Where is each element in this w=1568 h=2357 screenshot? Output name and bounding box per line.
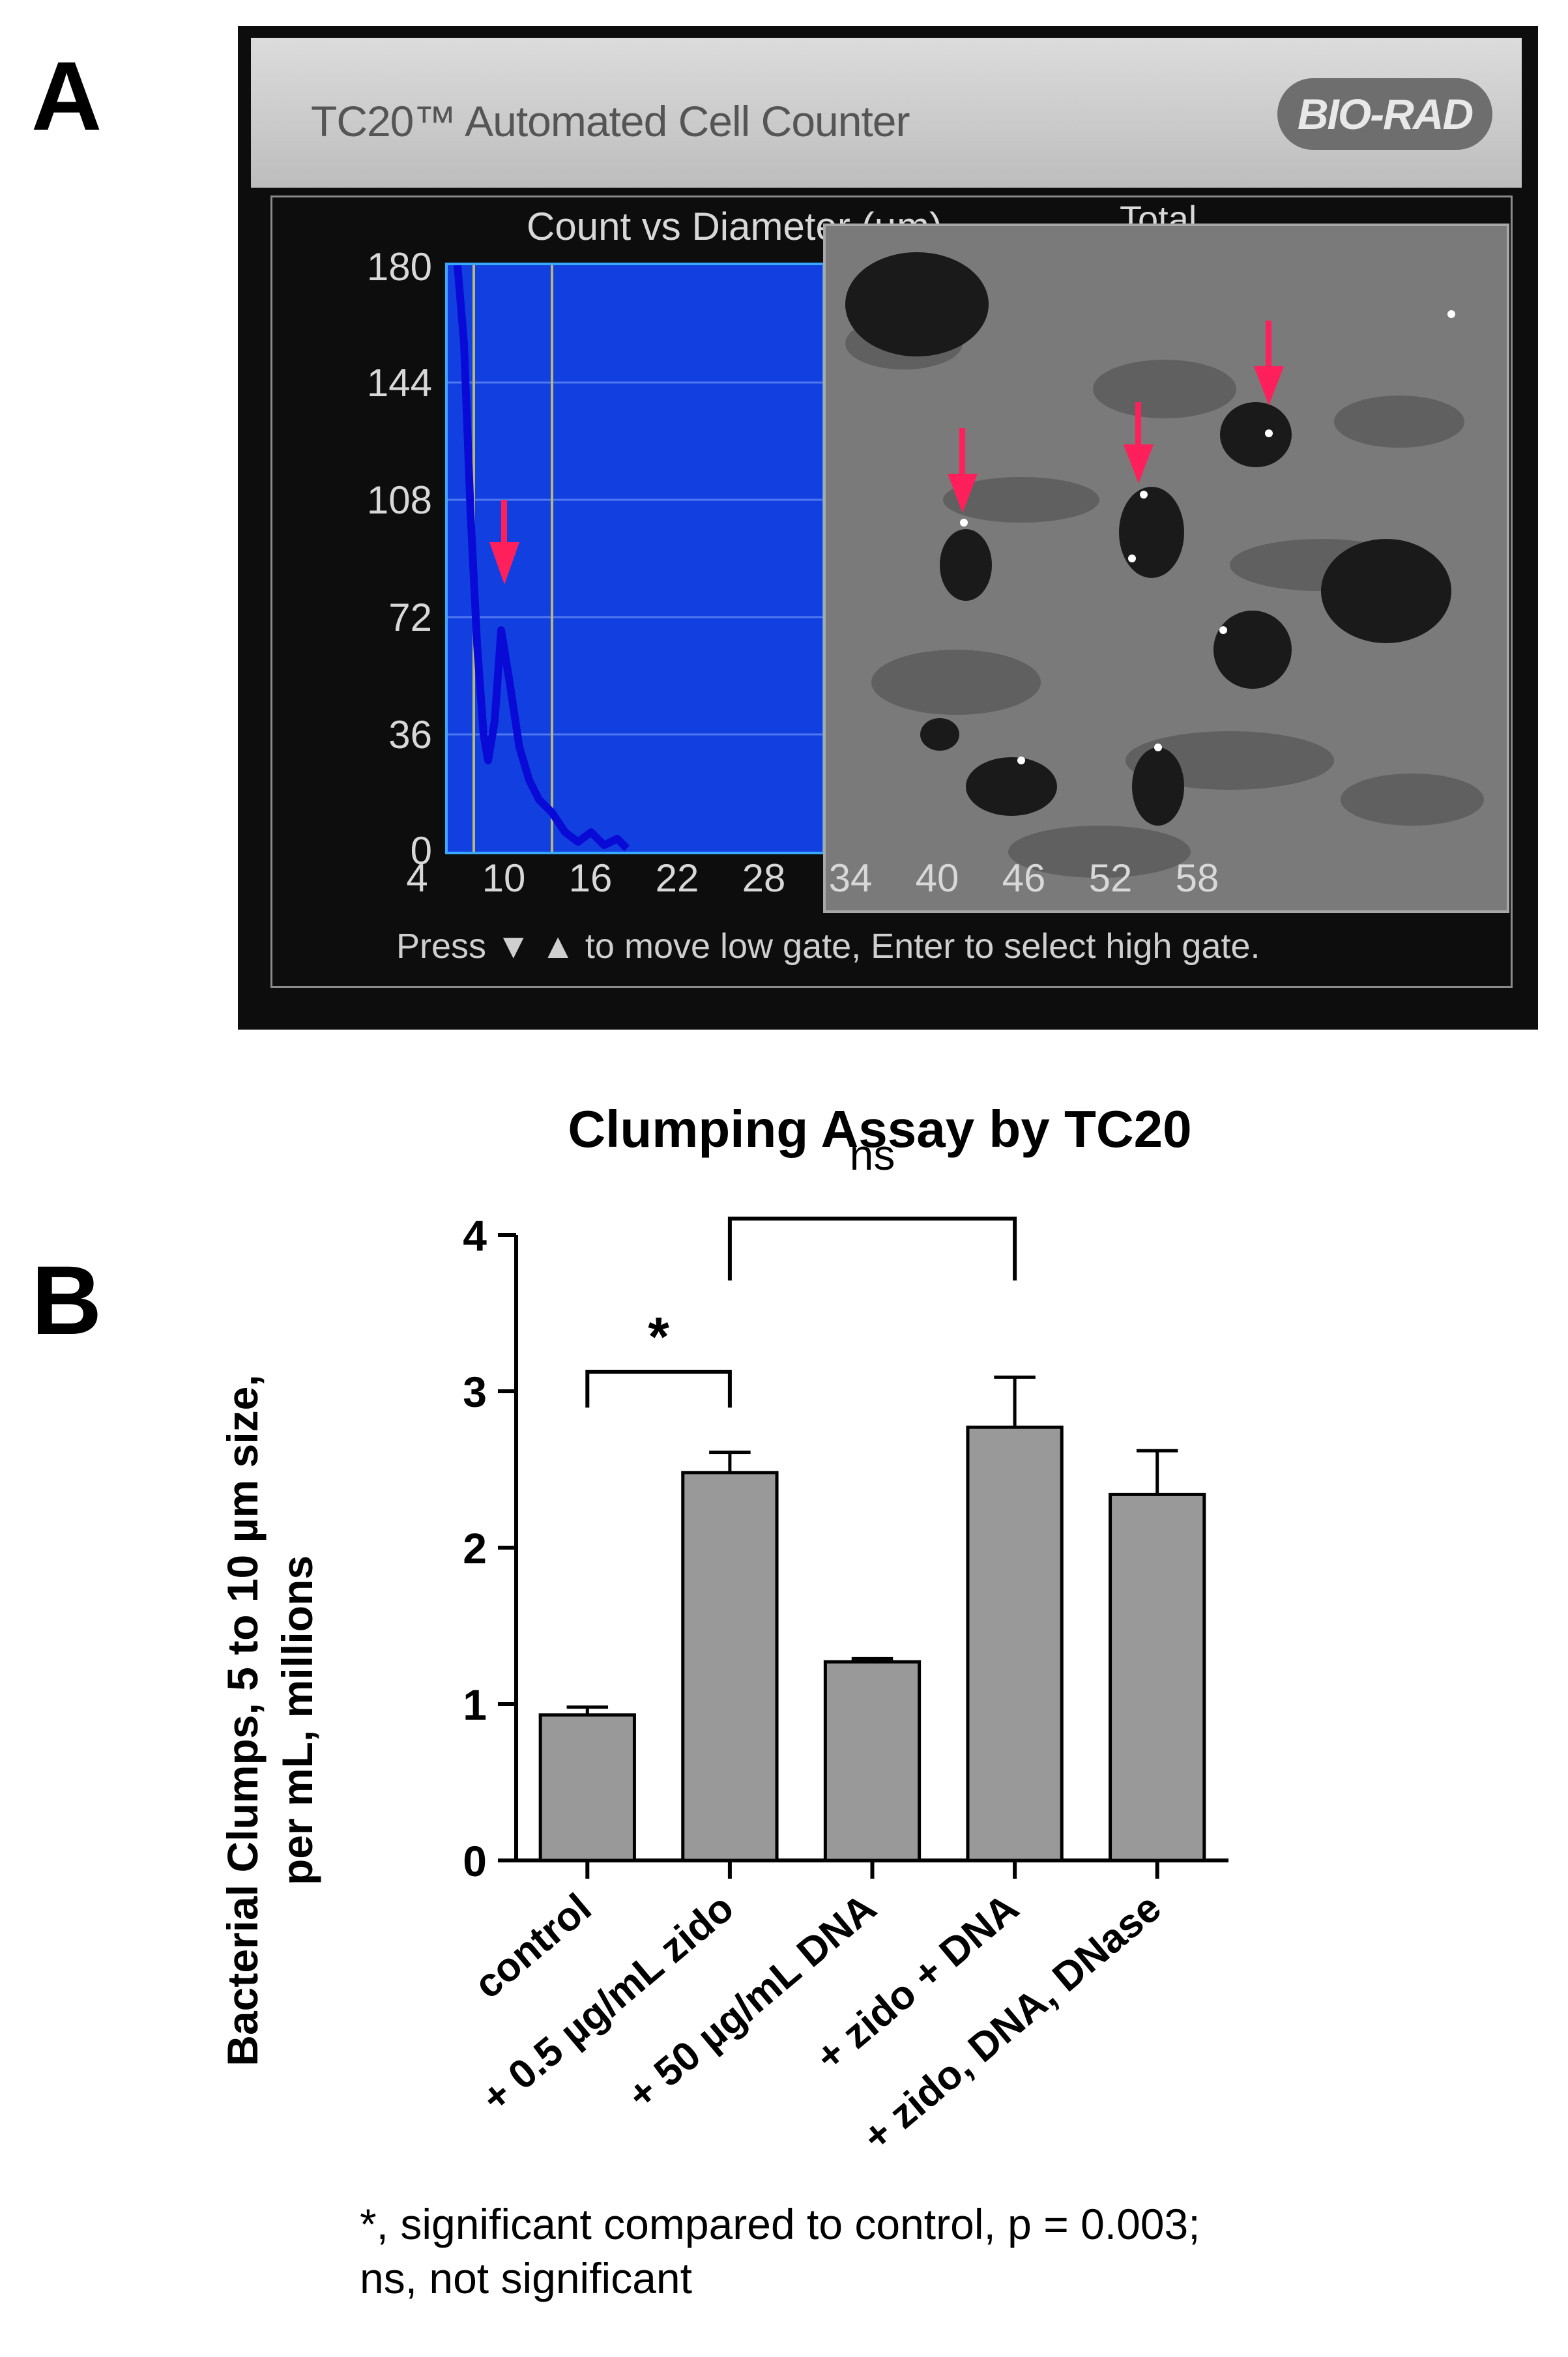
- hist-y-tick: 108: [366, 478, 432, 522]
- microscope-svg: [826, 226, 1507, 910]
- significance-label: *: [648, 1306, 669, 1367]
- histogram-svg: [448, 265, 822, 852]
- bar-chart: Clumping Assay by TC20 Bacterial Clumps,…: [218, 1100, 1228, 2160]
- hist-x-tick: 58: [1175, 856, 1219, 900]
- x-tick-label: + 50 µg/mL DNA: [619, 1885, 884, 2118]
- hist-x-tick: 4: [406, 856, 428, 900]
- bar: [823, 1660, 922, 1862]
- hist-y-tick: 72: [388, 596, 432, 639]
- footnote-line-1: *, significant compared to control, p = …: [360, 2200, 1200, 2248]
- panel-a-label: A: [31, 41, 102, 151]
- histogram-frame: Count vs Diameter (µm) Total 180 144 108…: [270, 195, 1513, 988]
- y-tick-label: 1: [463, 1681, 487, 1729]
- y-tick-label: 2: [463, 1524, 487, 1572]
- gate-instruction: Press ▼ ▲ to move low gate, Enter to sel…: [396, 927, 1260, 966]
- hist-y-tick: 0: [410, 829, 432, 873]
- x-tick-label: control: [466, 1885, 600, 2008]
- panel-b-label: B: [31, 1245, 102, 1355]
- bar: [1109, 1492, 1206, 1862]
- count-curve: [454, 265, 630, 852]
- y-axis-label: Bacterial Clumps, 5 to 10 µm size,: [218, 1374, 267, 2066]
- significance-bracket: [727, 1217, 1017, 1280]
- device-header: TC20™ Automated Cell Counter BIO-RAD: [251, 38, 1522, 188]
- hist-x-tick: 28: [742, 856, 786, 900]
- cell-counter-screen: TC20™ Automated Cell Counter BIO-RAD Cou…: [238, 26, 1538, 1030]
- hist-x-tick: 16: [568, 856, 613, 900]
- hist-x-tick: 52: [1088, 856, 1133, 900]
- y-tick-label: 3: [463, 1368, 487, 1416]
- hist-x-tick: 46: [1002, 856, 1046, 900]
- y-tick-label: 0: [463, 1837, 487, 1885]
- histogram-plot-area: [445, 263, 825, 854]
- bar: [538, 1713, 636, 1862]
- microscope-image: [823, 224, 1509, 913]
- bar: [681, 1471, 779, 1862]
- hist-y-tick: 36: [388, 713, 432, 757]
- bio-rad-logo: BIO-RAD: [1277, 78, 1492, 150]
- bar: [966, 1425, 1064, 1862]
- chart-title: Clumping Assay by TC20: [568, 1100, 1191, 1158]
- red-arrow-icon: [948, 321, 1284, 513]
- chart-marks: 0 1 2 3 4 control+ 0.5 µg/mL zido+ 50 µg/mL D…: [463, 1211, 1228, 2160]
- hist-x-tick: 22: [655, 856, 699, 900]
- significance-label: ns: [850, 1131, 895, 1179]
- chart-annotations: * ns: [585, 1131, 1017, 1408]
- y-axis-label: per mL, millions: [273, 1555, 321, 1885]
- y-tick-label: 4: [463, 1211, 487, 1260]
- x-tick-label: + 0.5 µg/mL zido: [473, 1885, 742, 2121]
- hist-y-tick: 180: [366, 245, 432, 289]
- footnote-line-2: ns, not significant: [360, 2254, 692, 2302]
- hist-y-tick: 144: [366, 361, 432, 405]
- hist-x-tick: 34: [828, 856, 873, 900]
- hist-x-tick: 40: [915, 856, 959, 900]
- hist-x-tick: 10: [482, 856, 526, 900]
- red-arrow-icon: [489, 500, 519, 585]
- significance-bracket: [585, 1370, 732, 1408]
- device-title: TC20™ Automated Cell Counter: [311, 97, 910, 145]
